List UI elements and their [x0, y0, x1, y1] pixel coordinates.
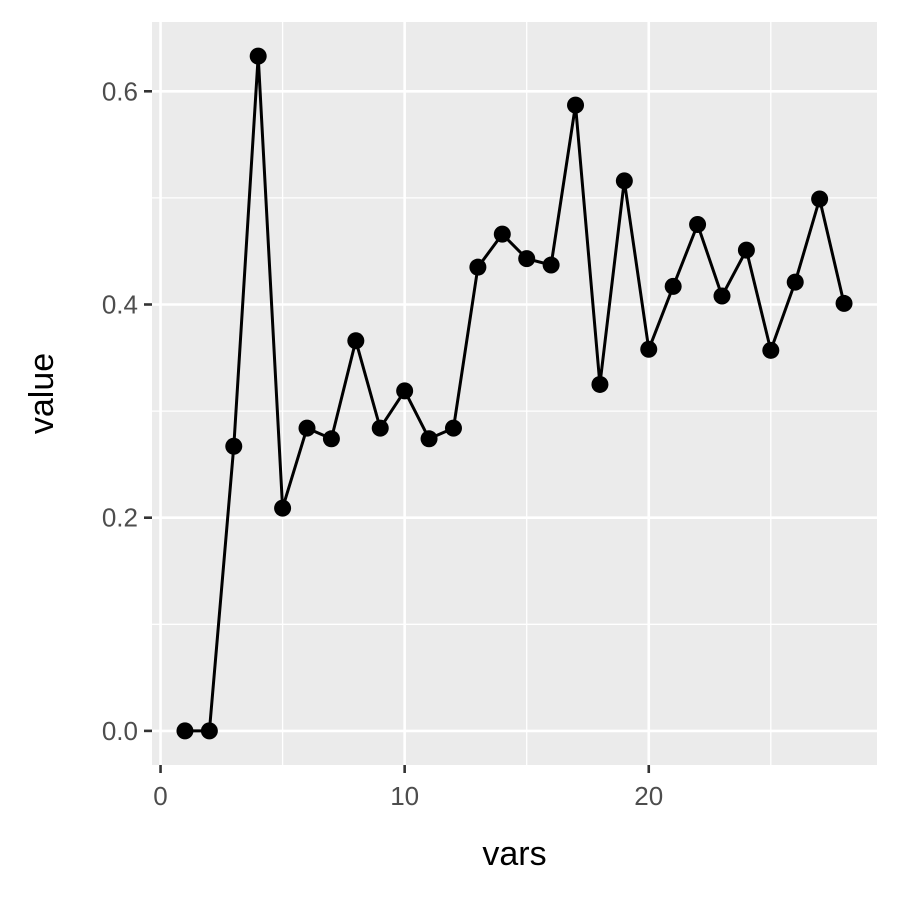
y-tick-label: 0.0	[102, 716, 138, 746]
data-point	[444, 419, 462, 437]
data-point	[493, 225, 511, 243]
y-tick-label: 0.6	[102, 76, 138, 106]
data-point	[835, 294, 853, 312]
x-axis-ticks: 0 10 20	[153, 765, 663, 811]
y-tick-label: 0.2	[102, 503, 138, 533]
x-tick-label: 20	[634, 781, 663, 811]
data-point	[298, 419, 316, 437]
data-point	[176, 722, 194, 740]
series-line	[183, 54, 846, 733]
y-tick-label: 0.4	[102, 289, 138, 319]
data-point	[542, 256, 560, 274]
data-point	[249, 47, 267, 65]
data-point	[640, 340, 658, 358]
data-point	[347, 332, 365, 350]
data-point	[469, 258, 487, 276]
plot-panel	[152, 22, 877, 765]
minor-gridlines	[152, 22, 877, 765]
data-point	[322, 430, 340, 448]
y-axis-title: value	[23, 353, 61, 434]
data-point	[396, 382, 414, 400]
data-point	[737, 241, 755, 259]
data-point	[762, 341, 780, 359]
data-point	[811, 190, 829, 208]
data-point	[591, 375, 609, 393]
x-axis-title: vars	[482, 835, 546, 873]
data-point	[713, 287, 731, 305]
data-point	[689, 216, 707, 234]
data-point	[420, 430, 438, 448]
data-point	[664, 277, 682, 295]
series-layer	[176, 47, 853, 740]
data-point	[371, 419, 389, 437]
y-axis-ticks: 0.0 0.2 0.4 0.6	[102, 76, 152, 746]
data-point	[274, 499, 292, 517]
x-tick-label: 10	[390, 781, 419, 811]
data-point	[615, 172, 633, 190]
data-point	[567, 96, 585, 114]
x-tick-label: 0	[153, 781, 167, 811]
data-point	[200, 722, 218, 740]
data-point	[225, 437, 243, 455]
data-point	[518, 250, 536, 268]
data-point	[786, 273, 804, 291]
